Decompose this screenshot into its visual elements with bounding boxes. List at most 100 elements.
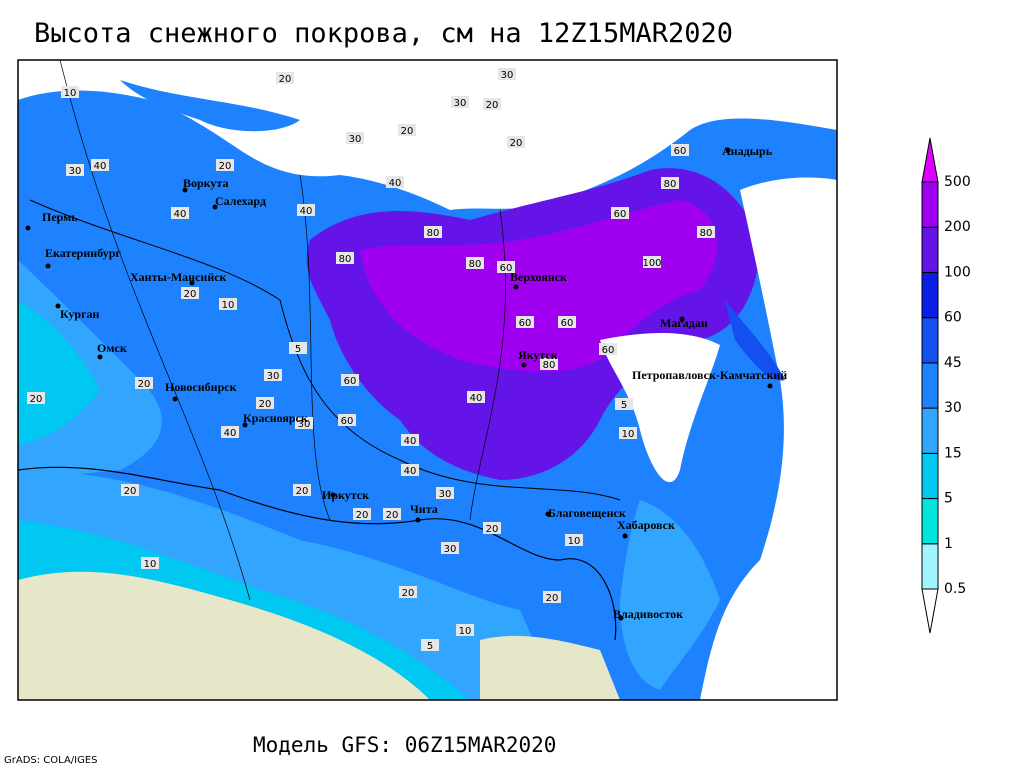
contour-label: 100	[642, 258, 661, 269]
contour-label: 20	[259, 399, 272, 410]
city-label: Салехард	[215, 194, 266, 208]
contour-label-box	[293, 484, 311, 496]
contour-label: 10	[622, 429, 635, 440]
contour-label-box	[386, 176, 404, 188]
contour-label: 30	[69, 166, 82, 177]
contour-label: 30	[439, 489, 452, 500]
city-dot	[45, 263, 51, 269]
colorbar-swatch	[921, 181, 939, 228]
contour-label: 30	[298, 419, 311, 430]
contour-label: 60	[344, 376, 357, 387]
contour-label: 40	[389, 178, 402, 189]
map-frame	[17, 59, 838, 701]
city-label: Екатеринбург	[45, 246, 121, 260]
contour-label-box	[697, 226, 715, 238]
city-label: Воркута	[183, 176, 228, 190]
contour-label: 10	[222, 300, 235, 311]
contour-label: 80	[543, 360, 556, 371]
contour-label: 60	[674, 146, 687, 157]
city-dot	[55, 303, 61, 309]
city-label: Курган	[60, 307, 100, 321]
city-dot	[415, 517, 421, 523]
city-dot	[25, 225, 31, 231]
contour-label-box	[498, 68, 516, 80]
contour-label: 80	[700, 228, 713, 239]
contour-label: 60	[602, 345, 615, 356]
colorbar-label: 500	[944, 174, 971, 190]
contour-label: 20	[510, 138, 523, 149]
contour-label: 20	[546, 593, 559, 604]
contour-label: 20	[219, 161, 232, 172]
colorbar-label: 45	[944, 355, 962, 371]
contour-label-box	[421, 639, 439, 651]
contour-label-box	[141, 557, 159, 569]
snow-field	[620, 500, 720, 690]
city-dot	[182, 187, 188, 193]
city-dot	[330, 492, 336, 498]
city-label: Благовещенск	[548, 506, 626, 520]
snow-field	[18, 300, 100, 445]
contour-label: 20	[486, 100, 499, 111]
contour-label: 20	[30, 394, 43, 405]
colorbar-over	[921, 137, 939, 183]
title: Высота снежного покрова, см на 12Z15MAR2…	[34, 18, 733, 49]
contour-label: 80	[427, 228, 440, 239]
bare-ground	[18, 571, 430, 700]
city-label: Магадан	[660, 316, 708, 330]
footer: Модель GFS: 06Z15MAR2020	[253, 733, 556, 757]
contour-label: 80	[469, 259, 482, 270]
colorbar-label: 5	[944, 491, 953, 507]
contour-label: 20	[296, 486, 309, 497]
snow-field	[725, 300, 785, 381]
contour-label-box	[643, 256, 661, 268]
contour-label-box	[516, 316, 534, 328]
city-dot	[767, 383, 773, 389]
colorbar-swatch	[921, 498, 939, 545]
contour-label-box	[264, 369, 282, 381]
contour-label-box	[436, 487, 454, 499]
contour-label: 40	[174, 209, 187, 220]
contour-label: 40	[470, 393, 483, 404]
city-label: Красноярск	[243, 411, 308, 425]
contour-label-box	[66, 164, 84, 176]
contour-label-box	[599, 343, 617, 355]
contour-label-box	[135, 377, 153, 389]
city-label: Иркутск	[322, 488, 369, 502]
contour-label-box	[540, 358, 558, 370]
contour-label-box	[338, 414, 356, 426]
contour-label-box	[61, 86, 79, 98]
contour-label: 20	[184, 289, 197, 300]
snow-field	[360, 200, 718, 372]
contour-label-box	[216, 159, 234, 171]
contour-label-box	[289, 342, 307, 354]
contour-label-box	[497, 261, 515, 273]
contour-label: 40	[94, 161, 107, 172]
colorbar-swatch	[921, 271, 939, 319]
contour-label: 80	[664, 179, 677, 190]
city-dot	[545, 511, 551, 517]
contour-label-box	[121, 484, 139, 496]
city-dot	[212, 204, 218, 210]
colorbar-label: 30	[944, 400, 962, 416]
contour-label: 30	[454, 98, 467, 109]
contour-label: 10	[144, 559, 157, 570]
snow-field	[120, 80, 300, 132]
colorbar-label: 15	[944, 445, 962, 461]
contour-label-box	[346, 132, 364, 144]
bare-ground	[480, 635, 620, 700]
contour-label: 60	[561, 318, 574, 329]
contour-label-box	[483, 522, 501, 534]
contour-label: 10	[568, 536, 581, 547]
city-dot	[618, 615, 624, 621]
contour-label: 10	[459, 626, 472, 637]
contour-label: 5	[295, 344, 301, 355]
contour-label-box	[353, 508, 371, 520]
contour-label-box	[295, 417, 313, 429]
contour-label: 20	[401, 126, 414, 137]
contour-label-box	[219, 298, 237, 310]
city-label: Владивосток	[613, 607, 683, 621]
contour-label-box	[171, 207, 189, 219]
